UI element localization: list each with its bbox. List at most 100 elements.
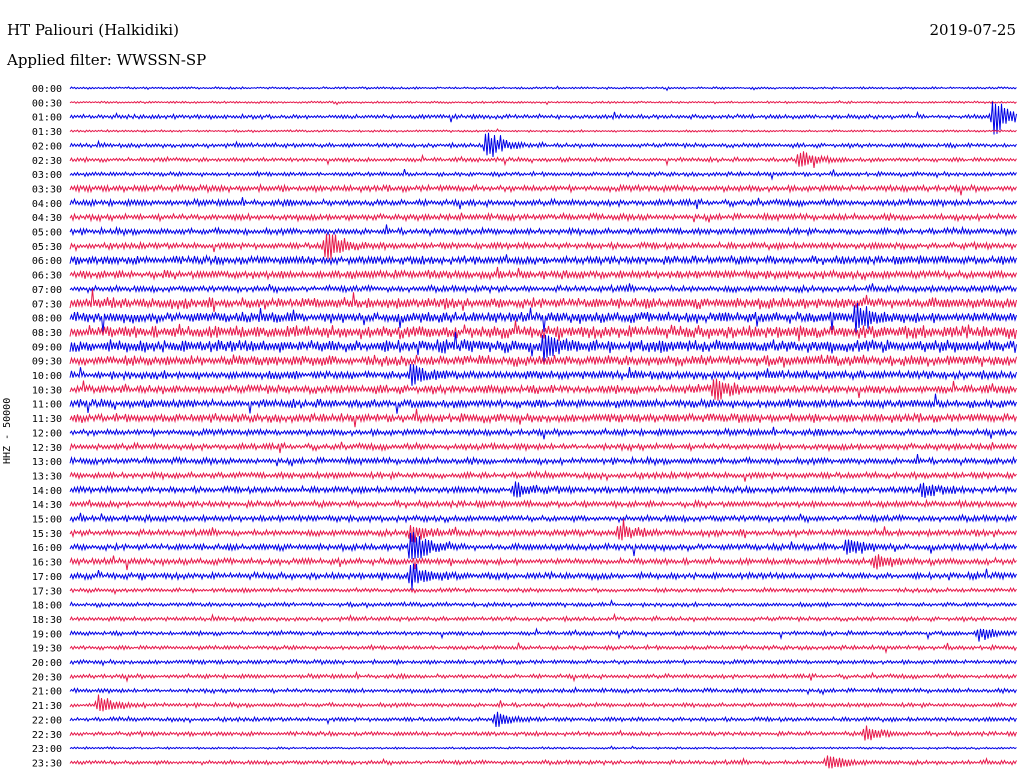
row-time-label: 01:30 bbox=[32, 127, 62, 138]
trace-row bbox=[69, 364, 1017, 386]
row-time-label: 10:00 bbox=[32, 371, 62, 382]
row-time-label: 00:00 bbox=[32, 84, 62, 95]
row-time-label: 03:30 bbox=[32, 184, 62, 195]
row-time-label: 17:30 bbox=[32, 586, 62, 597]
trace-row bbox=[69, 670, 1017, 683]
row-time-label: 05:00 bbox=[32, 228, 62, 239]
row-time-label: 20:30 bbox=[32, 672, 62, 683]
row-time-label: 21:30 bbox=[32, 701, 62, 712]
row-time-label: 00:30 bbox=[32, 98, 62, 109]
row-time-label: 12:00 bbox=[32, 428, 62, 439]
trace-row bbox=[69, 354, 1017, 368]
row-time-label: 07:30 bbox=[32, 299, 62, 310]
row-time-label: 16:30 bbox=[32, 558, 62, 569]
row-time-label: 11:30 bbox=[32, 414, 62, 425]
trace-row bbox=[69, 481, 1017, 498]
trace-row bbox=[69, 755, 1017, 769]
row-time-label: 06:00 bbox=[32, 256, 62, 267]
row-time-label: 17:00 bbox=[32, 572, 62, 583]
trace-row bbox=[69, 197, 1017, 210]
trace-row bbox=[69, 99, 1017, 106]
trace-row bbox=[69, 266, 1017, 282]
trace-row bbox=[69, 518, 1017, 543]
row-time-label: 16:00 bbox=[32, 543, 62, 554]
row-time-label: 15:00 bbox=[32, 515, 62, 526]
row-time-label: 19:30 bbox=[32, 644, 62, 655]
row-time-label: 12:30 bbox=[32, 443, 62, 454]
row-time-label: 18:30 bbox=[32, 615, 62, 626]
trace-row bbox=[69, 211, 1017, 223]
row-time-label: 22:00 bbox=[32, 715, 62, 726]
trace-row bbox=[69, 408, 1017, 428]
row-time-label: 19:00 bbox=[32, 629, 62, 640]
trace-row bbox=[69, 132, 1017, 158]
row-time-label: 21:00 bbox=[32, 687, 62, 698]
row-time-label: 10:30 bbox=[32, 385, 62, 396]
trace-row bbox=[69, 289, 1017, 312]
trace-row bbox=[69, 85, 1017, 92]
row-time-label: 11:00 bbox=[32, 400, 62, 411]
row-time-label: 13:30 bbox=[32, 471, 62, 482]
station-title: HT Paliouri (Halkidiki) bbox=[7, 21, 179, 39]
row-time-label: 22:30 bbox=[32, 730, 62, 741]
row-time-label: 18:00 bbox=[32, 601, 62, 612]
row-time-label: 14:00 bbox=[32, 486, 62, 497]
trace-row bbox=[69, 745, 1017, 751]
row-time-label: 08:30 bbox=[32, 328, 62, 339]
trace-row bbox=[69, 498, 1017, 510]
trace-row bbox=[69, 725, 1017, 741]
row-time-label: 15:30 bbox=[32, 529, 62, 540]
trace-row bbox=[69, 128, 1017, 134]
row-time-label: 13:00 bbox=[32, 457, 62, 468]
row-time-label: 23:00 bbox=[32, 744, 62, 755]
trace-row bbox=[69, 151, 1017, 168]
trace-row bbox=[69, 627, 1017, 642]
trace-row bbox=[69, 586, 1017, 596]
trace-row bbox=[69, 101, 1017, 135]
trace-row bbox=[69, 441, 1017, 454]
row-time-label: 06:30 bbox=[32, 271, 62, 282]
trace-row bbox=[69, 512, 1017, 524]
trace-row bbox=[69, 612, 1017, 623]
trace-row bbox=[69, 426, 1017, 440]
trace-row bbox=[69, 711, 1017, 728]
trace-row bbox=[69, 183, 1017, 196]
trace-row bbox=[69, 393, 1017, 414]
date-label: 2019-07-25 bbox=[929, 21, 1016, 39]
trace-row bbox=[69, 599, 1017, 609]
trace-row bbox=[69, 454, 1017, 467]
row-time-label: 02:00 bbox=[32, 141, 62, 152]
row-time-label: 08:00 bbox=[32, 314, 62, 325]
trace-row bbox=[69, 532, 1017, 560]
row-time-label: 23:30 bbox=[32, 758, 62, 769]
row-time-label: 02:30 bbox=[32, 156, 62, 167]
trace-row bbox=[69, 224, 1017, 238]
row-time-label: 07:00 bbox=[32, 285, 62, 296]
trace-row bbox=[69, 658, 1017, 667]
row-time-label: 03:00 bbox=[32, 170, 62, 181]
trace-row bbox=[69, 378, 1017, 401]
row-time-label: 14:30 bbox=[32, 500, 62, 511]
trace-row bbox=[69, 694, 1017, 712]
trace-row bbox=[69, 283, 1017, 295]
trace-row bbox=[69, 233, 1017, 260]
trace-row bbox=[69, 686, 1017, 696]
trace-row bbox=[69, 253, 1017, 267]
filter-label: Applied filter: WWSSN-SP bbox=[7, 51, 207, 69]
trace-row bbox=[69, 320, 1017, 342]
trace-row bbox=[69, 168, 1017, 181]
row-time-label: 04:30 bbox=[32, 213, 62, 224]
row-time-label: 20:00 bbox=[32, 658, 62, 669]
trace-row bbox=[69, 302, 1017, 335]
row-time-label: 09:00 bbox=[32, 342, 62, 353]
row-time-label: 04:00 bbox=[32, 199, 62, 210]
row-time-label: 05:30 bbox=[32, 242, 62, 253]
trace-row bbox=[69, 642, 1017, 655]
row-time-label: 01:00 bbox=[32, 113, 62, 124]
trace-row bbox=[69, 469, 1017, 482]
trace-row bbox=[69, 554, 1017, 571]
trace-row bbox=[69, 331, 1017, 363]
row-time-label: 09:30 bbox=[32, 357, 62, 368]
trace-row bbox=[69, 563, 1017, 590]
